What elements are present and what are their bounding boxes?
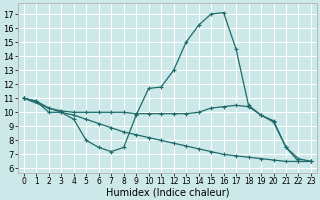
X-axis label: Humidex (Indice chaleur): Humidex (Indice chaleur): [106, 187, 229, 197]
